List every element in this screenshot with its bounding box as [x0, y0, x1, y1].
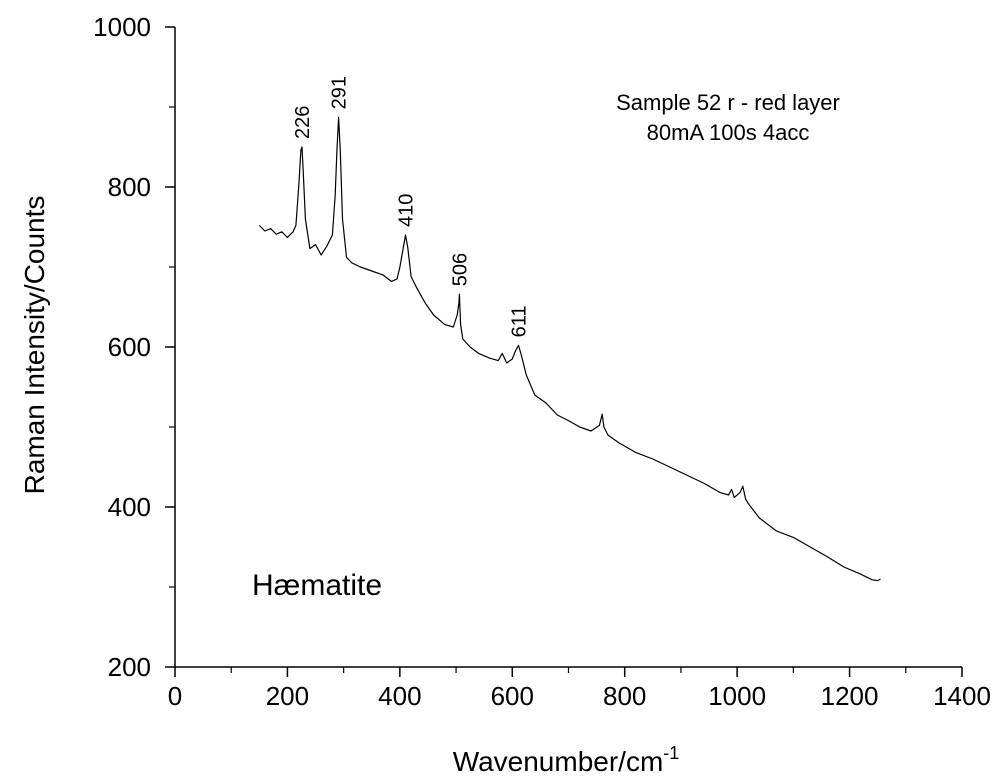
x-tick-label: 200	[266, 681, 309, 711]
spectrum-line	[258, 116, 881, 582]
x-tick-label: 400	[378, 681, 421, 711]
x-axis-title-superscript: -1	[663, 743, 679, 763]
peak-labels: 226 291 410 506 611	[292, 76, 531, 337]
y-axis-title: Raman Intensity/Counts	[19, 196, 50, 495]
y-tick-label: 400	[108, 492, 151, 522]
series-group	[258, 116, 881, 582]
mineral-annotation: Hæmatite	[252, 569, 382, 602]
x-tick-label: 800	[603, 681, 646, 711]
x-tick-label: 1000	[708, 681, 766, 711]
y-axis-ticks: 200 400 600 800 1000	[93, 12, 175, 682]
peak-label: 611	[509, 306, 531, 338]
sample-annotation-line2: 80mA 100s 4acc	[647, 120, 810, 145]
y-tick-label: 800	[108, 172, 151, 202]
sample-annotation-line1: Sample 52 r - red layer	[616, 90, 840, 115]
peak-label: 226	[292, 106, 314, 139]
peak-label: 291	[329, 76, 351, 109]
y-tick-label: 600	[108, 332, 151, 362]
y-tick-label: 1000	[93, 12, 151, 42]
x-tick-label: 0	[168, 681, 182, 711]
x-axis-title: Wavenumber/cm-1	[453, 743, 680, 777]
peak-label: 506	[449, 253, 471, 286]
peak-label: 410	[396, 194, 418, 227]
x-axis-title-text: Wavenumber/cm	[453, 746, 664, 777]
y-tick-label: 200	[108, 652, 151, 682]
x-axis-ticks: 0 200 400 600 800 1000 1200 1400	[168, 667, 991, 711]
x-tick-label: 1400	[933, 681, 991, 711]
x-tick-label: 600	[491, 681, 534, 711]
x-tick-label: 1200	[821, 681, 879, 711]
